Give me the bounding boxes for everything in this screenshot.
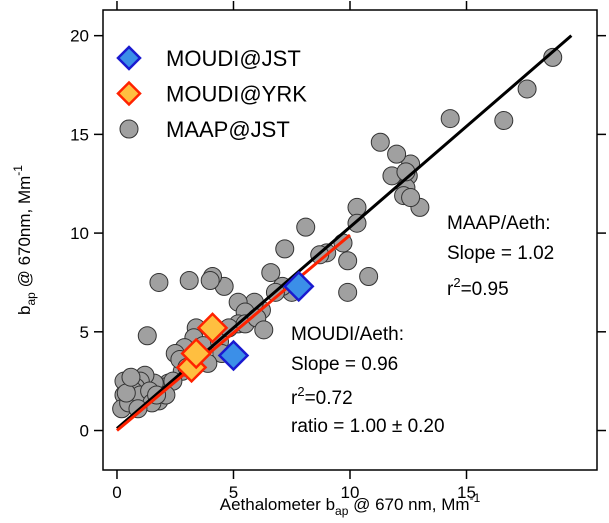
x-tick-label: 10	[341, 483, 360, 502]
diamond-point	[196, 312, 229, 344]
diamond-point	[217, 339, 250, 372]
circle-point	[387, 144, 407, 164]
circle-point	[338, 282, 358, 302]
x-axis-label: Aethalometer bap @ 670 nm, Mm-1	[220, 491, 481, 518]
legend-label: MAAP@JST	[166, 117, 290, 142]
y-tick-label: 20	[70, 27, 89, 46]
circle-point	[119, 119, 139, 139]
y-label-part: b	[15, 306, 34, 315]
circle-point	[149, 272, 169, 292]
y-tick-label: 15	[70, 125, 89, 144]
legend-label: MOUDI@YRK	[166, 82, 307, 107]
circle-point	[494, 111, 514, 131]
annotation-part: =0.95	[461, 279, 509, 300]
diamond-point	[116, 80, 142, 107]
x-label-part: @ 670 nm, Mm	[348, 495, 469, 514]
y-tick-label: 10	[70, 224, 89, 243]
circle-point	[359, 267, 379, 287]
x-tick-label: 5	[229, 483, 238, 502]
x-label-part: Aethalometer b	[220, 495, 335, 514]
annotation-text: ratio = 1.00 ± 0.20	[291, 416, 445, 437]
annotation-part: r	[447, 279, 454, 300]
circle-point	[401, 188, 421, 208]
annotation-maap: MAAP/Aeth: Slope = 1.02 r2=0.95	[447, 213, 554, 300]
fit-line	[116, 233, 351, 432]
annotation-sup: 2	[297, 384, 304, 399]
y-tick-label: 0	[80, 422, 89, 441]
legend: MOUDI@JST MOUDI@YRK MAAP@JST	[116, 45, 307, 142]
y-axis-label: bap @ 670nm, Mm-1	[11, 165, 38, 315]
annotation-text: MOUDI/Aeth:	[291, 324, 404, 345]
legend-label: MOUDI@JST	[166, 46, 301, 71]
circle-point	[296, 217, 316, 237]
diamond-point	[282, 270, 315, 303]
circle-point	[338, 251, 358, 271]
x-tick-label: 0	[112, 483, 121, 502]
annotation-sup: 2	[453, 275, 460, 290]
annotation-text: Slope = 0.96	[291, 354, 398, 375]
circle-point	[254, 320, 274, 340]
circle-point	[440, 109, 460, 129]
y-label-part: @ 670nm, Mm	[15, 176, 34, 292]
annotation-text: r2=0.95	[447, 275, 509, 300]
circle-point	[370, 132, 390, 152]
diamond-point	[180, 337, 212, 370]
x-tick-label: 15	[457, 483, 476, 502]
circle-point	[517, 79, 537, 99]
circle-point	[275, 239, 295, 259]
circle-point	[179, 270, 199, 290]
y-tick-label: 5	[80, 323, 89, 342]
circle-point	[137, 326, 157, 346]
annotation-text: MAAP/Aeth:	[447, 213, 551, 234]
circle-point	[200, 270, 220, 290]
circle-point	[121, 367, 141, 387]
circle-point	[116, 383, 136, 403]
annotation-text: r2=0.72	[291, 384, 353, 409]
circle-point	[543, 47, 563, 67]
y-label-sup: -1	[11, 165, 25, 176]
annotation-text: Slope = 1.02	[447, 243, 554, 264]
x-label-sub: ap	[335, 504, 349, 518]
diamond-point	[116, 45, 142, 71]
annotation-moudi: MOUDI/Aeth: Slope = 0.96 r2=0.72 ratio =…	[291, 324, 445, 437]
annotation-part: =0.72	[305, 388, 353, 409]
annotation-part: r	[291, 388, 298, 409]
marks	[112, 34, 573, 432]
y-label-sub: ap	[24, 292, 38, 306]
x-label-sup: -1	[470, 491, 481, 505]
circle-point	[261, 263, 281, 283]
